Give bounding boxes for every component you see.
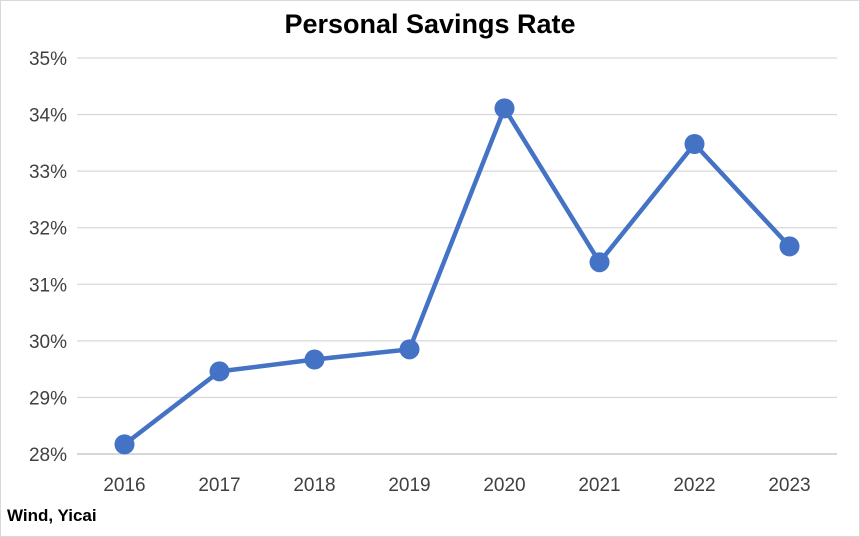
y-tick-label: 32% <box>29 219 67 240</box>
y-tick-label: 29% <box>29 388 67 409</box>
chart-title: Personal Savings Rate <box>284 9 576 39</box>
y-tick-label: 33% <box>29 162 67 183</box>
data-point <box>494 98 515 119</box>
data-point <box>779 236 800 257</box>
x-tick-label: 2019 <box>388 475 430 496</box>
x-tick-label: 2017 <box>198 475 240 496</box>
x-tick-label: 2016 <box>103 475 145 496</box>
y-tick-label: 34% <box>29 106 67 127</box>
x-tick-label: 2021 <box>578 475 620 496</box>
data-point <box>399 339 420 360</box>
x-tick-label: 2018 <box>293 475 335 496</box>
y-tick-label: 31% <box>29 275 67 296</box>
data-point <box>589 252 610 273</box>
y-tick-label: 30% <box>29 332 67 353</box>
y-tick-label: 28% <box>29 445 67 466</box>
x-tick-label: 2023 <box>768 475 810 496</box>
data-point <box>304 349 325 370</box>
y-tick-label: 35% <box>29 49 67 70</box>
chart-plot: 28% 29% 30% 31% 32% 33% 34% 35% 2016 2017 2018 2019… <box>29 49 837 496</box>
data-point <box>114 434 135 455</box>
source-note: Wind, Yicai <box>7 506 97 525</box>
data-point <box>684 133 705 154</box>
data-point <box>209 361 230 382</box>
series-line <box>123 106 792 447</box>
x-tick-label: 2020 <box>483 475 525 496</box>
x-tick-label: 2022 <box>673 475 715 496</box>
